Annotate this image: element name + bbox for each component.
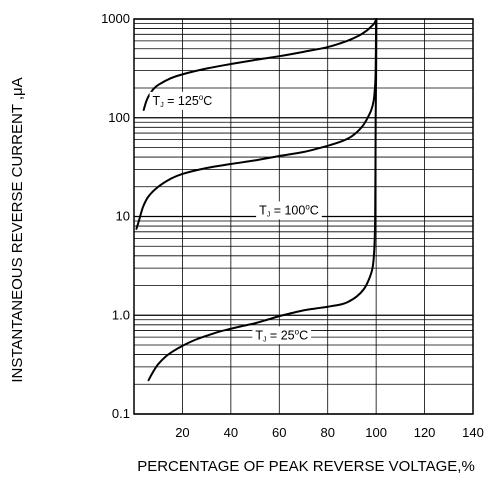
annotation-background — [149, 91, 216, 110]
y-tick-label: 1000 — [101, 11, 130, 26]
x-tick-label: 20 — [175, 425, 189, 440]
y-tick-label: 100 — [108, 110, 130, 125]
x-tick-label: 80 — [320, 425, 334, 440]
x-axis-ticks: 20 40 60 80 100 120 140 — [175, 425, 484, 440]
x-tick-label: 40 — [224, 425, 238, 440]
series-annotation-0: TJ = 125oC — [149, 91, 216, 110]
y-tick-label: 0.1 — [112, 406, 130, 421]
annotation-text: TJ = 125oC — [153, 93, 213, 109]
y-tick-label: 10 — [116, 209, 130, 224]
grid-lines — [134, 18, 473, 415]
x-tick-label: 120 — [414, 425, 436, 440]
annotation-background — [256, 201, 322, 220]
annotation-text: TJ = 25oC — [255, 327, 308, 343]
annotation-background — [252, 326, 312, 345]
series-annotations: TJ = 125oC TJ = 100oC TJ = 25oC — [149, 91, 322, 345]
x-tick-label: 100 — [365, 425, 387, 440]
x-tick-label: 60 — [272, 425, 286, 440]
plot-frame — [133, 18, 474, 415]
x-tick-label: 140 — [462, 425, 484, 440]
series-line-1 — [135, 18, 378, 230]
y-tick-label: 1.0 — [112, 307, 130, 322]
series-line-0 — [142, 18, 378, 111]
x-axis-label: PERCENTAGE OF PEAK REVERSE VOLTAGE,% — [137, 458, 475, 475]
series-annotation-2: TJ = 25oC — [252, 326, 312, 345]
y-axis-ticks: 0.1 1.0 10 100 1000 — [101, 11, 130, 421]
series-annotation-1: TJ = 100oC — [256, 201, 322, 220]
series-curves — [135, 18, 378, 382]
y-axis-label: INSTANTANEOUS REVERSE CURRENT ,μA — [9, 77, 26, 382]
annotation-text: TJ = 100oC — [259, 202, 319, 218]
series-line-2 — [147, 18, 378, 382]
